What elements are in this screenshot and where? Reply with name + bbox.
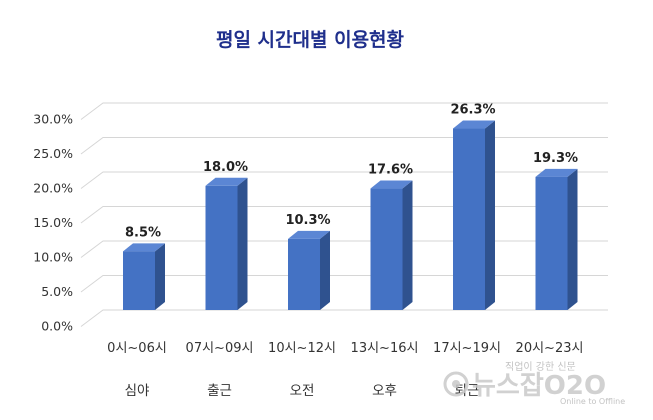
y-tick-label: 10.0% <box>33 250 73 265</box>
bar-front <box>535 176 568 310</box>
data-label: 18.0% <box>203 160 248 175</box>
y-tick-label: 15.0% <box>33 215 73 230</box>
bar-side <box>567 168 578 310</box>
gridline <box>80 137 608 155</box>
y-axis-ticks: 0.0% 5.0% 10.0% 15.0% 20.0% 25.0% 30.0% <box>33 112 73 334</box>
y-tick-label: 25.0% <box>33 146 73 161</box>
bar-front <box>123 251 155 310</box>
watermark: 직업이 강한 신문 뉴스잡O2O Online to Offline <box>443 360 625 406</box>
data-label: 8.5% <box>125 225 161 240</box>
data-label: 19.3% <box>533 151 578 166</box>
gridlines <box>80 102 608 327</box>
bar <box>123 243 165 310</box>
bar <box>288 230 330 310</box>
bar-front <box>205 185 238 310</box>
bar-side <box>402 180 413 310</box>
x-tick-label: 13시~16시 <box>351 341 419 356</box>
data-label: 26.3% <box>450 103 495 118</box>
x-tick-label: 07시~09시 <box>186 341 254 356</box>
bar-side <box>237 177 248 310</box>
y-tick-label: 5.0% <box>41 284 73 299</box>
bar-top <box>123 243 165 252</box>
bar-side <box>485 120 495 310</box>
bar <box>205 177 248 310</box>
x-tick-label: 20시~23시 <box>516 341 584 356</box>
data-label: 10.3% <box>285 213 330 228</box>
bar-front <box>453 128 485 310</box>
bar-top <box>535 168 578 177</box>
bar-top <box>288 230 330 239</box>
y-tick-label: 20.0% <box>33 181 73 196</box>
bar <box>453 120 495 310</box>
data-label: 17.6% <box>368 163 413 178</box>
gridline <box>80 171 608 189</box>
x-subcategory-label: 오전 <box>290 383 315 399</box>
x-subcategory-label: 출근 <box>207 383 232 399</box>
chart-title: 평일 시간대별 이용현황 <box>216 28 405 51</box>
bar-front <box>288 238 320 310</box>
x-tick-label: 0시~06시 <box>107 341 167 356</box>
bar-top <box>370 180 413 189</box>
y-tick-label: 0.0% <box>41 319 73 334</box>
watermark-logo-icon <box>443 371 469 397</box>
data-labels: 8.5% 18.0% 10.3% 17.6% 26.3% 19.3% <box>125 103 578 241</box>
gridline <box>80 102 608 120</box>
gridline <box>80 275 608 293</box>
x-tick-label: 10시~12시 <box>268 341 336 356</box>
gridline <box>80 206 608 224</box>
bar-top <box>453 120 495 129</box>
x-subcategory-label: 심야 <box>125 383 150 399</box>
y-tick-label: 30.0% <box>33 112 73 127</box>
watermark-tagline: 직업이 강한 신문 <box>505 360 576 373</box>
bar-side <box>155 243 165 310</box>
watermark-sub: Online to Offline <box>560 397 625 406</box>
bars <box>123 120 578 310</box>
bar <box>370 180 413 310</box>
gridline <box>80 309 608 327</box>
bar-side <box>320 230 330 310</box>
x-subcategory-label: 오후 <box>372 383 397 399</box>
bar-top <box>205 177 248 186</box>
watermark-brand: 뉴스잡O2O <box>472 371 606 401</box>
bar-front <box>370 188 403 310</box>
gridline <box>80 240 608 258</box>
bar <box>535 168 578 310</box>
x-tick-label: 17시~19시 <box>433 341 501 356</box>
